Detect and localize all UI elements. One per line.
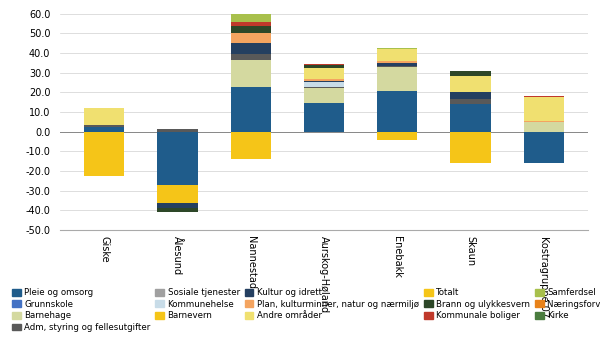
- Bar: [451, 104, 491, 131]
- Bar: [451, 71, 491, 76]
- Bar: [230, 11, 271, 22]
- Bar: [157, 128, 197, 131]
- Bar: [230, 33, 271, 43]
- Bar: [84, 131, 124, 176]
- Bar: [304, 68, 344, 79]
- Bar: [524, 96, 564, 97]
- Bar: [230, 54, 271, 60]
- Bar: [524, 97, 564, 121]
- Bar: [304, 82, 344, 87]
- Bar: [84, 127, 124, 131]
- Bar: [377, 61, 418, 63]
- Bar: [451, 99, 491, 104]
- Bar: [377, 66, 418, 67]
- Bar: [377, 67, 418, 91]
- Bar: [230, 8, 271, 11]
- Bar: [157, 208, 197, 212]
- Bar: [230, 131, 271, 159]
- Bar: [451, 131, 491, 163]
- Bar: [524, 122, 564, 131]
- Bar: [377, 63, 418, 66]
- Bar: [230, 43, 271, 54]
- Bar: [377, 131, 418, 140]
- Bar: [377, 48, 418, 49]
- Bar: [230, 0, 271, 8]
- Bar: [304, 87, 344, 88]
- Legend: Pleie og omsorg, Grunnskole, Barnehage, Adm, styring og fellesutgifter, Sosiale : Pleie og omsorg, Grunnskole, Barnehage, …: [10, 287, 600, 334]
- Bar: [304, 79, 344, 81]
- Bar: [230, 22, 271, 26]
- Bar: [377, 49, 418, 61]
- Bar: [304, 65, 344, 68]
- Bar: [84, 108, 124, 125]
- Bar: [84, 125, 124, 127]
- Bar: [157, 185, 197, 203]
- Bar: [304, 81, 344, 82]
- Bar: [524, 131, 564, 163]
- Bar: [157, 203, 197, 208]
- Bar: [304, 103, 344, 131]
- Bar: [304, 64, 344, 65]
- Bar: [230, 60, 271, 87]
- Bar: [230, 26, 271, 33]
- Bar: [451, 92, 491, 99]
- Bar: [451, 76, 491, 92]
- Bar: [377, 91, 418, 131]
- Bar: [524, 121, 564, 122]
- Bar: [157, 131, 197, 185]
- Bar: [304, 88, 344, 103]
- Bar: [230, 87, 271, 131]
